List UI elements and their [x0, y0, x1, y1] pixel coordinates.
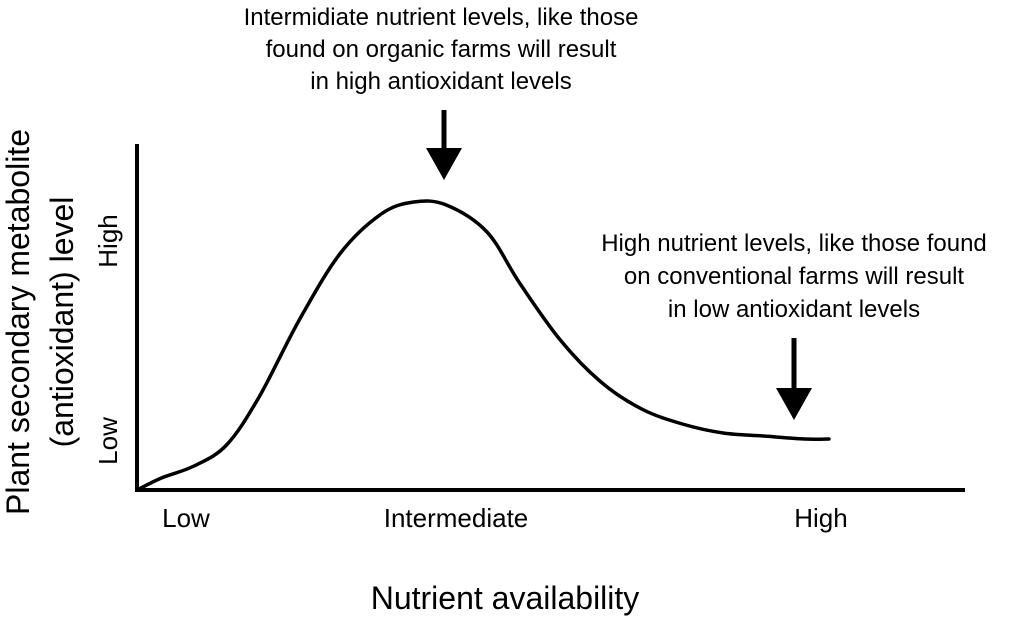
series-line: [135, 199, 831, 492]
x-axis-title: Nutrient availability: [371, 580, 640, 616]
annotation-2-line-2: on conventional farms will result: [624, 263, 964, 290]
y-tick-label-high: High: [93, 214, 123, 267]
annotation-1-line-1: Intermidiate nutrient levels, like those: [244, 4, 639, 31]
x-tick-label-high: High: [794, 503, 847, 533]
y-tick-label-low: Low: [93, 417, 123, 465]
annotation-1-line-2: found on organic farms will result: [266, 36, 617, 63]
annotation-2-line-3: in low antioxidant levels: [668, 296, 920, 323]
y-axis-title-line-1: Plant secondary metabolite: [0, 129, 36, 515]
annotation-1-arrow: [426, 110, 462, 180]
x-tick-label-intermediate: Intermediate: [384, 503, 529, 533]
x-tick-label-low: Low: [162, 503, 210, 533]
annotation-2-arrow: [776, 338, 812, 420]
y-axis-title-line-2: (antioxidant) level: [44, 197, 80, 448]
annotation-2-line-1: High nutrient levels, like those found: [601, 230, 987, 257]
annotation-1-line-3: in high antioxidant levels: [310, 68, 572, 95]
